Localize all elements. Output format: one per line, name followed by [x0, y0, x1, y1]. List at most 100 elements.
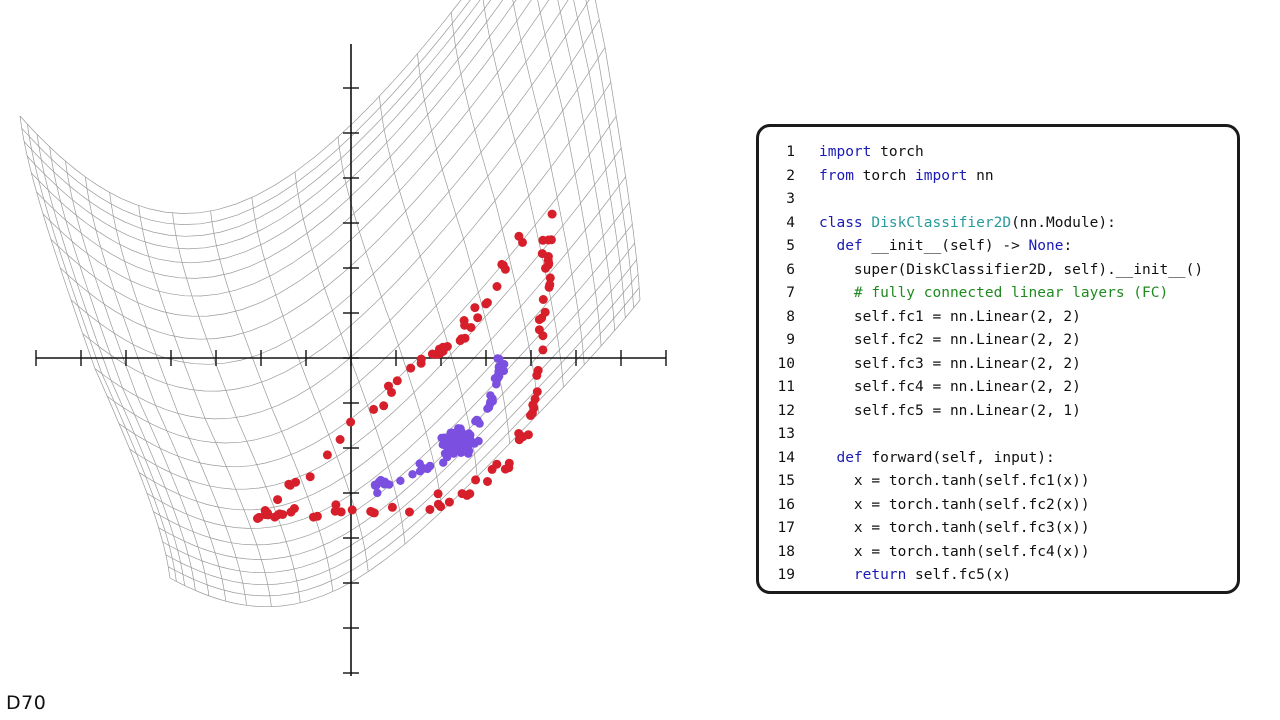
- slide-label: D70: [6, 692, 47, 714]
- line-number: 19: [777, 567, 795, 583]
- red-point: [481, 299, 491, 309]
- line-code: self.fc1 = nn.Linear(2, 2): [795, 306, 1081, 330]
- code-line: 13: [759, 423, 1237, 447]
- red-point: [347, 505, 357, 515]
- red-point: [534, 325, 544, 335]
- code-token: x = torch.tanh(self.fc3(x)): [819, 520, 1090, 536]
- red-point: [330, 506, 340, 516]
- mesh-line: [162, 259, 637, 574]
- code-line: 18 x = torch.tanh(self.fc4(x)): [759, 541, 1237, 565]
- red-point: [322, 450, 332, 460]
- mesh-line: [27, 0, 492, 250]
- code-token: nn: [967, 167, 994, 184]
- red-point: [483, 477, 492, 486]
- red-point: [405, 507, 414, 517]
- red-point: [538, 345, 548, 355]
- red-point: [538, 295, 548, 304]
- line-code: # fully connected linear layers (FC): [795, 282, 1168, 306]
- mesh-line: [107, 82, 611, 444]
- mesh-line: [19, 115, 171, 579]
- blue-point: [474, 436, 483, 446]
- code-line: 11 self.fc4 = nn.Linear(2, 2): [759, 376, 1237, 400]
- line-code: import torch: [795, 141, 924, 165]
- mesh-line: [82, 19, 600, 392]
- line-number: 10: [777, 355, 795, 372]
- red-point: [538, 235, 548, 245]
- mesh-line: [146, 201, 630, 529]
- mesh-line: [450, 12, 539, 414]
- red-point: [416, 354, 426, 364]
- line-code: def forward(self, input):: [795, 447, 1055, 471]
- blue-point: [456, 425, 465, 435]
- red-point: [460, 320, 470, 330]
- red-point: [487, 464, 497, 474]
- code-token: [819, 238, 836, 254]
- blue-point: [462, 447, 471, 457]
- mesh-line: [84, 176, 227, 602]
- red-point: [500, 264, 510, 274]
- red-point: [444, 497, 454, 507]
- red-point: [547, 209, 557, 219]
- red-point: [504, 463, 514, 473]
- red-point: [540, 307, 550, 317]
- red-point: [545, 273, 555, 283]
- code-token: x = torch.tanh(self.fc4(x)): [819, 543, 1090, 560]
- red-point: [545, 280, 555, 290]
- line-number: 17: [777, 520, 795, 536]
- warped-mesh-surface: [19, 0, 641, 608]
- mesh-line: [118, 116, 617, 468]
- line-code: self.fc5 = nn.Linear(2, 1): [795, 400, 1081, 424]
- line-code: x = torch.tanh(self.fc1(x)): [795, 470, 1090, 494]
- code-token: # fully connected linear layers (FC): [853, 285, 1169, 301]
- line-number: 6: [786, 261, 795, 278]
- red-point: [387, 387, 396, 397]
- line-number: 9: [786, 332, 795, 348]
- line-number: 14: [777, 449, 795, 466]
- mesh-line: [70, 0, 590, 365]
- code-token: def: [836, 449, 863, 466]
- red-point: [309, 512, 318, 522]
- blue-point: [473, 416, 482, 425]
- line-code: def __init__(self) -> None:: [795, 235, 1072, 259]
- code-token: forward(self, input):: [862, 449, 1055, 466]
- blue-point: [457, 439, 466, 448]
- mesh-line: [50, 0, 550, 317]
- code-token: self.fc4 = nn.Linear(2, 2): [819, 379, 1081, 395]
- blue-point: [419, 464, 428, 473]
- blue-point: [437, 433, 446, 443]
- blue-point: [488, 394, 497, 403]
- code-token: :: [1063, 238, 1073, 254]
- line-code: x = torch.tanh(self.fc4(x)): [795, 541, 1090, 565]
- red-point: [544, 258, 554, 268]
- code-line: 16 x = torch.tanh(self.fc2(x)): [759, 494, 1237, 518]
- code-line: 8 self.fc1 = nn.Linear(2, 2): [759, 306, 1237, 330]
- code-line: 5 def __init__(self) -> None:: [759, 235, 1237, 259]
- red-point: [392, 376, 402, 386]
- red-point: [433, 489, 443, 499]
- red-point: [492, 282, 502, 291]
- blue-point: [464, 439, 473, 449]
- line-number: 5: [786, 238, 795, 254]
- line-code: class DiskClassifier2D(nn.Module):: [795, 212, 1116, 236]
- red-point: [286, 507, 296, 517]
- mesh-line: [19, 0, 462, 214]
- red-point: [291, 477, 301, 487]
- blue-point: [444, 443, 454, 452]
- red-point: [526, 411, 535, 420]
- line-number: 15: [777, 473, 795, 489]
- mesh-line: [594, 0, 641, 301]
- red-point: [438, 346, 448, 356]
- line-number: 11: [777, 379, 795, 395]
- mesh-line: [168, 287, 640, 597]
- code-token: torch: [853, 167, 916, 184]
- line-number: 2: [786, 167, 795, 184]
- line-number: 7: [786, 285, 795, 301]
- code-line: 17 x = torch.tanh(self.fc3(x)): [759, 517, 1237, 541]
- blue-point: [492, 380, 501, 389]
- code-line: 7 # fully connected linear layers (FC): [759, 282, 1237, 306]
- code-line: 15 x = torch.tanh(self.fc1(x)): [759, 470, 1237, 494]
- mesh-line: [537, 0, 602, 346]
- red-point: [514, 435, 524, 445]
- red-point: [263, 508, 272, 518]
- red-point: [270, 512, 280, 522]
